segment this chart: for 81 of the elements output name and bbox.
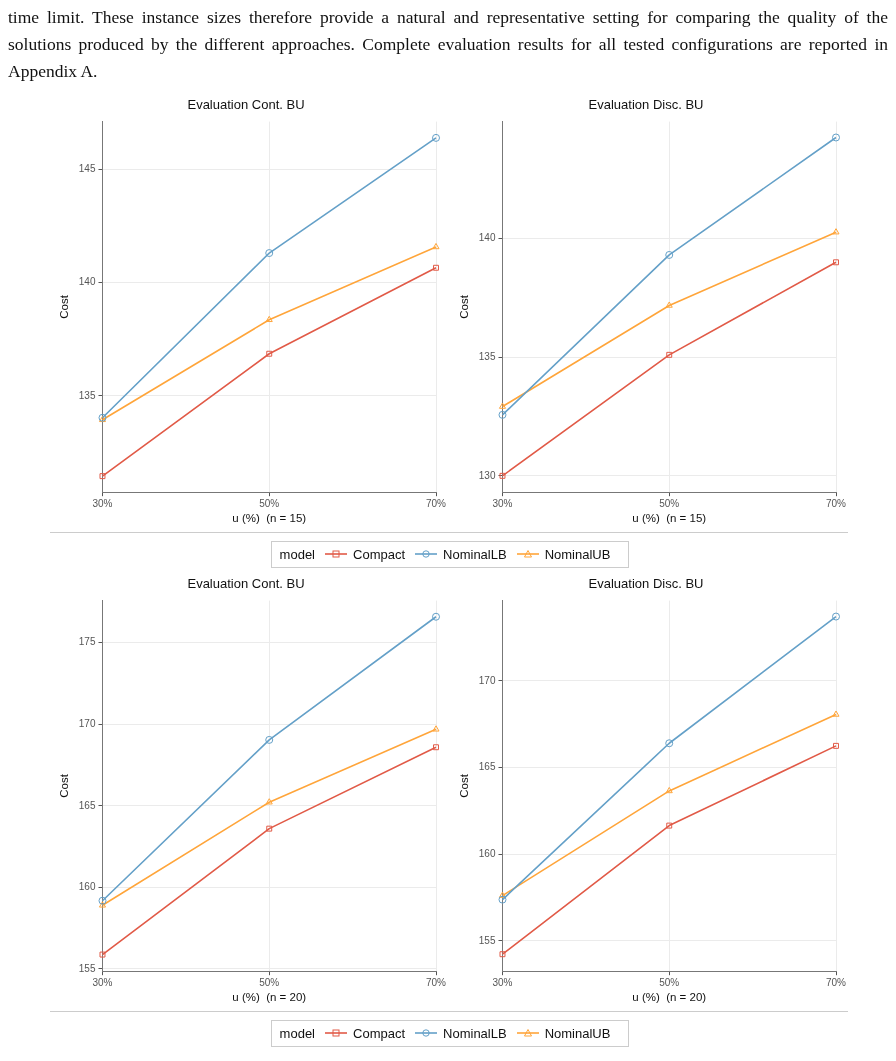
point (832, 228, 840, 235)
legend-label: Compact (353, 546, 406, 562)
legend-label: NominalLB (443, 546, 507, 562)
point (98, 901, 107, 908)
point (266, 825, 273, 832)
x-tick-label: 50% (259, 976, 280, 988)
point (665, 739, 674, 748)
point (832, 710, 840, 717)
y-tick-label: 160 (78, 881, 96, 893)
legend-label: NominalUB (544, 546, 611, 562)
y-tick-label: 135 (78, 389, 96, 401)
legend-title: model (279, 546, 316, 562)
x-tick-label: 70% (825, 976, 847, 988)
x-axis-title: u (%) (n = 20) (632, 991, 707, 1004)
y-tick-label: 175 (78, 636, 96, 648)
point (498, 402, 507, 409)
text: time limit. These instance sizes therefore provide a natural and representative setting for comparing the quality of the solutions produced by the different approaches. Complete evaluation results for all tested configurations are reported in Appendix A. (8, 6, 888, 83)
y-tick-label: 155 (478, 934, 496, 946)
x-tick-label: 30% (492, 976, 513, 988)
chart-title: Evaluation Cont. BU (187, 576, 305, 592)
point (498, 410, 507, 419)
y-tick-label: 165 (478, 761, 496, 773)
y-axis-title: Cost (58, 294, 71, 319)
point (498, 895, 507, 904)
x-tick-label: 70% (825, 497, 847, 509)
point (832, 612, 840, 621)
y-tick-label: 145 (78, 163, 96, 175)
point (432, 133, 440, 142)
point (432, 612, 440, 621)
point (498, 891, 507, 898)
x-tick-label: 50% (659, 497, 680, 509)
y-tick-label: 165 (78, 799, 96, 811)
chart-title: Evaluation Disc. BU (588, 576, 704, 592)
y-axis-title: Cost (458, 294, 471, 319)
y-tick-label: 160 (478, 847, 496, 859)
point (499, 951, 506, 958)
y-tick-label: 140 (478, 232, 496, 244)
x-tick-label: 50% (259, 497, 280, 509)
point (99, 473, 106, 480)
chart-title: Evaluation Disc. BU (588, 97, 704, 113)
y-tick-label: 140 (78, 276, 96, 288)
point (666, 822, 673, 829)
x-tick-label: 30% (492, 497, 513, 509)
x-axis-title: u (%) (n = 15) (632, 512, 707, 525)
point (432, 725, 440, 732)
y-tick-label: 130 (478, 469, 496, 481)
legend-title: model (279, 1025, 316, 1041)
legend-label: Compact (353, 1025, 406, 1041)
point (666, 351, 673, 358)
y-axis-title: Cost (458, 773, 471, 798)
x-axis-title: u (%) (n = 20) (232, 991, 307, 1004)
chart-title: Evaluation Cont. BU (187, 97, 305, 113)
y-tick-label: 155 (78, 962, 96, 974)
point (665, 301, 673, 308)
point (266, 350, 273, 357)
point (265, 735, 274, 744)
y-axis-title: Cost (58, 773, 71, 798)
point (265, 249, 274, 258)
point (665, 786, 673, 794)
x-tick-label: 70% (425, 976, 447, 988)
y-tick-label: 170 (478, 674, 496, 686)
x-tick-label: 50% (659, 976, 680, 988)
point (98, 896, 107, 905)
point (832, 133, 840, 142)
point (432, 242, 440, 250)
point (265, 798, 273, 805)
point (833, 259, 839, 266)
point (265, 315, 273, 323)
point (665, 250, 674, 259)
point (433, 744, 439, 751)
x-axis-title: u (%) (n = 15) (232, 512, 307, 525)
point (833, 742, 839, 749)
legend-label: NominalUB (544, 1025, 611, 1041)
x-tick-label: 30% (92, 976, 113, 988)
y-tick-label: 135 (478, 350, 496, 362)
x-tick-label: 70% (425, 497, 447, 509)
point (433, 264, 439, 271)
legend-label: NominalLB (443, 1025, 507, 1041)
y-tick-label: 170 (78, 717, 96, 729)
point (99, 951, 106, 958)
x-tick-label: 30% (92, 497, 113, 509)
